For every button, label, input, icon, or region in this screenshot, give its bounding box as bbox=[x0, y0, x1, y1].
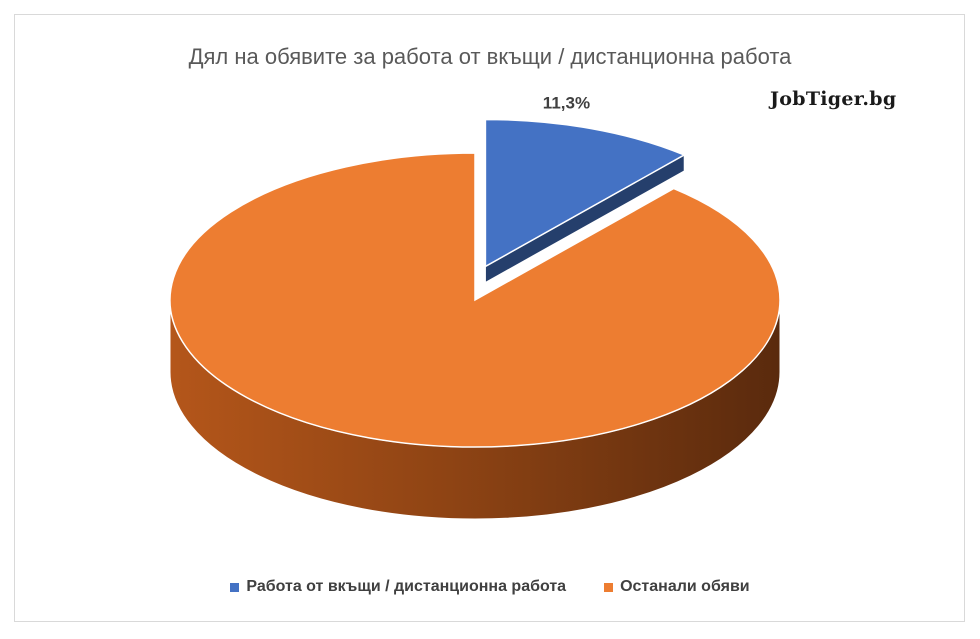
legend-label-remote: Работа от вкъщи / дистанционна работа bbox=[246, 578, 567, 595]
pie-slice-other bbox=[169, 152, 781, 448]
legend: Работа от вкъщи / дистанционна работа Ос… bbox=[0, 578, 980, 596]
pie-slice-remote bbox=[484, 118, 686, 268]
legend-swatch-other bbox=[604, 582, 614, 592]
brand-logo: JobTiger.bg bbox=[770, 88, 897, 110]
legend-item-other: Останали обяви bbox=[604, 578, 750, 596]
data-label-remote: 11,3% bbox=[543, 94, 590, 113]
legend-label-other: Останали обяви bbox=[620, 578, 750, 595]
legend-swatch-remote bbox=[230, 582, 240, 592]
legend-item-remote: Работа от вкъщи / дистанционна работа bbox=[230, 578, 566, 596]
chart-title: Дял на обявите за работа от вкъщи / дист… bbox=[188, 44, 792, 69]
